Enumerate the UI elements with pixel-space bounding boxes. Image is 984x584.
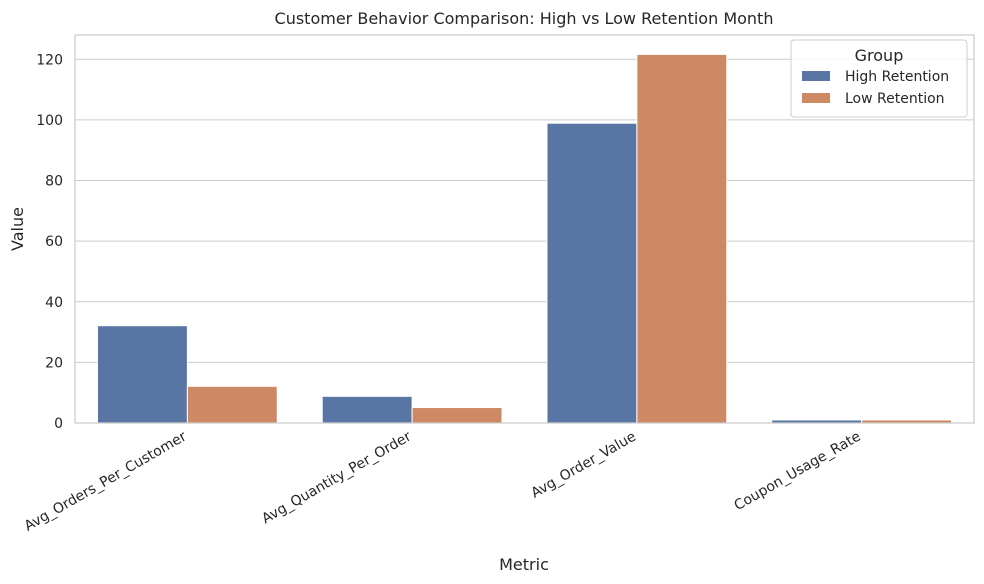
gridlines <box>75 58 974 424</box>
legend: Group High Retention Low Retention <box>790 39 968 118</box>
bar-low-retention-0 <box>186 385 278 424</box>
x-axis-title: Metric <box>499 555 549 574</box>
x-tick-label: Coupon_Usage_Rate <box>732 429 864 514</box>
legend-label: High Retention <box>845 69 949 85</box>
bar-low-retention-2 <box>636 53 728 424</box>
plot-frame <box>74 34 975 424</box>
x-tick-label: Avg_Orders_Per_Customer <box>22 428 190 534</box>
legend-swatch-low-retention <box>802 93 830 103</box>
y-tick-labels: 0 20 40 60 80 100 120 <box>36 52 63 432</box>
legend-title: Group <box>855 46 904 65</box>
bar-low-retention-1 <box>411 407 503 424</box>
y-tick-label: 120 <box>36 52 63 68</box>
y-axis-title: Value <box>8 207 27 251</box>
x-tick-labels: Avg_Orders_Per_Customer Avg_Quantity_Per_… <box>22 428 864 534</box>
y-tick-label: 0 <box>54 416 63 432</box>
x-tick-label: Avg_Order_Value <box>529 429 639 502</box>
legend-label: Low Retention <box>845 91 945 107</box>
bars <box>96 53 953 424</box>
bar-high-retention-2 <box>546 122 638 424</box>
y-tick-label: 60 <box>45 234 63 250</box>
y-tick-label: 100 <box>36 113 63 129</box>
chart-title: Customer Behavior Comparison: High vs Lo… <box>275 9 774 28</box>
x-tick-label: Avg_Quantity_Per_Order <box>259 428 414 527</box>
bar-high-retention-0 <box>96 325 188 424</box>
legend-box <box>790 39 968 118</box>
y-tick-label: 20 <box>45 355 63 371</box>
y-tick-label: 40 <box>45 295 63 311</box>
legend-swatch-high-retention <box>802 71 830 81</box>
bar-high-retention-1 <box>321 395 413 424</box>
y-tick-label: 80 <box>45 174 63 190</box>
